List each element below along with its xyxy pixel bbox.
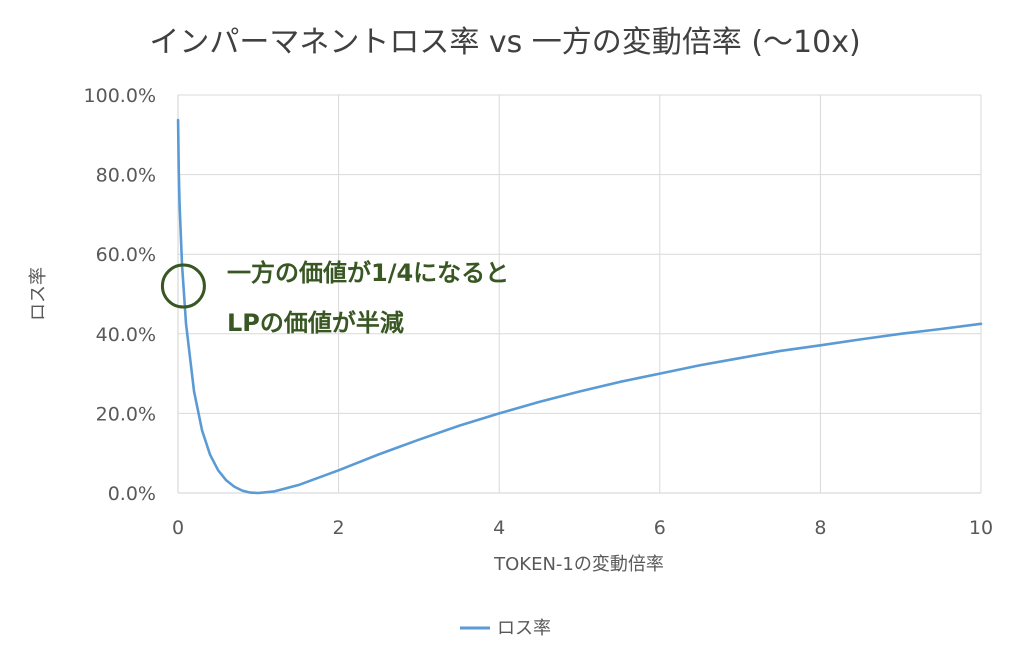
grid-layer xyxy=(178,94,982,493)
y-tick-label: 40.0% xyxy=(96,324,156,346)
x-tick-label: 6 xyxy=(654,517,666,539)
annotation-text: LPの価値が半減 xyxy=(227,309,404,337)
y-tick-label: 100.0% xyxy=(84,85,156,107)
series-line-loss-rate xyxy=(176,118,983,495)
axis-layer: 0.0% 20.0% 40.0% 60.0% 80.0% 100.0% 0 2 4 6 8 10 xyxy=(84,85,994,539)
x-tick-label: 4 xyxy=(493,517,505,539)
legend: ロス率 xyxy=(460,618,551,639)
annotation-text: 一方の価値が1/4になると xyxy=(227,259,509,287)
y-tick-label: 60.0% xyxy=(96,244,156,266)
x-tick-label: 2 xyxy=(333,517,345,539)
series-layer xyxy=(176,118,983,495)
chart-title: インパーマネントロス率 vs 一方の変動倍率 (〜10x) xyxy=(149,25,860,60)
legend-label: ロス率 xyxy=(497,618,551,639)
annotation-layer: 一方の価値が1/4になると LPの価値が半減 xyxy=(160,259,509,337)
y-tick-label: 80.0% xyxy=(96,165,156,187)
x-tick-label: 8 xyxy=(814,517,826,539)
x-axis-title: TOKEN-1の変動倍率 xyxy=(493,554,664,575)
annotation-circle xyxy=(160,263,206,309)
y-tick-label: 20.0% xyxy=(96,403,156,425)
y-tick-label: 0.0% xyxy=(108,483,156,505)
x-tick-label: 0 xyxy=(172,517,184,539)
x-tick-label: 10 xyxy=(969,517,993,539)
y-axis-title: ロス率 xyxy=(28,267,49,321)
